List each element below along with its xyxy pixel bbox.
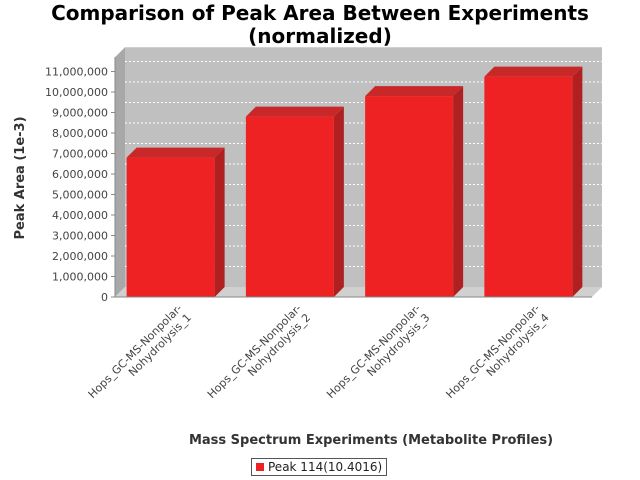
y-axis-title: Peak Area (1e-3) (13, 116, 28, 239)
y-tick-label: 4,000,000 (52, 209, 108, 222)
bar-top (245, 106, 344, 117)
y-tick-label: 1,000,000 (52, 271, 108, 284)
bar-side (333, 106, 344, 297)
y-axis: 0 1,000,000 2,000,000 3,000,000 4,000,000 5,0… (45, 57, 116, 304)
plot-floor (115, 287, 602, 297)
x-tick-label: Hops_GC-MS-Nonpolar-Nohydrolysis_2 (205, 302, 313, 410)
legend: Peak 114(10.4016) (251, 458, 388, 476)
y-tick-label: 8,000,000 (52, 127, 108, 140)
bar-4 (484, 66, 583, 297)
bar-top (126, 147, 225, 158)
bar-top (365, 86, 464, 97)
bar-side (572, 66, 583, 297)
bar-3 (365, 86, 464, 297)
y-tick-label: 6,000,000 (52, 168, 108, 181)
y-tick-label: 11,000,000 (45, 66, 108, 79)
x-tick-label: Hops_GC-MS-Nonpolar-Nohydrolysis_3 (324, 302, 432, 410)
x-tick-label: Hops_GC-MS-Nonpolar-Nohydrolysis_4 (443, 302, 551, 410)
y-tick-label: 9,000,000 (52, 107, 108, 120)
bar-front (484, 76, 573, 297)
y-tick-label: 0 (101, 291, 108, 304)
y-tick-label: 7,000,000 (52, 148, 108, 161)
bar-top (484, 66, 583, 77)
y-tick-label: 2,000,000 (52, 250, 108, 263)
x-tick-label-line: Hops_GC-MS-Nonpolar- (86, 302, 185, 401)
legend-swatch (256, 463, 264, 471)
x-tick-label-line: Hops_GC-MS-Nonpolar- (205, 302, 304, 401)
x-tick-label: Hops_GC-MS-Nonpolar-Nohydrolysis_1 (86, 302, 194, 410)
x-tick-label-line: Hops_GC-MS-Nonpolar- (324, 302, 423, 401)
bar-side (453, 86, 464, 297)
chart-title: Comparison of Peak Area Between Experime… (0, 2, 640, 48)
bar-2 (245, 106, 344, 297)
legend-label: Peak 114(10.4016) (268, 460, 383, 474)
y-tick-label: 5,000,000 (52, 189, 108, 202)
bar-front (126, 157, 215, 297)
x-axis: Hops_GC-MS-Nonpolar-Nohydrolysis_1 Hops_G… (86, 296, 592, 410)
bar-front (365, 96, 454, 297)
y-tick-label: 10,000,000 (45, 86, 108, 99)
bar-1 (126, 147, 225, 297)
bar-side (214, 147, 225, 297)
plot-left-wall (115, 47, 125, 297)
x-axis-title: Mass Spectrum Experiments (Metabolite Pr… (189, 433, 553, 448)
chart-title-line-2: (normalized) (248, 24, 392, 48)
chart-title-line-1: Comparison of Peak Area Between Experime… (51, 1, 589, 25)
bars (126, 66, 583, 297)
x-tick-label-line: Hops_GC-MS-Nonpolar- (443, 302, 542, 401)
y-tick-label: 3,000,000 (52, 230, 108, 243)
bar-front (245, 116, 334, 297)
